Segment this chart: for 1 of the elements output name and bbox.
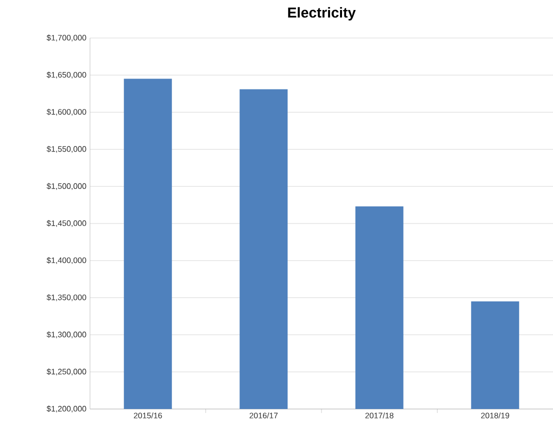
chart-title: Electricity (288, 7, 356, 21)
